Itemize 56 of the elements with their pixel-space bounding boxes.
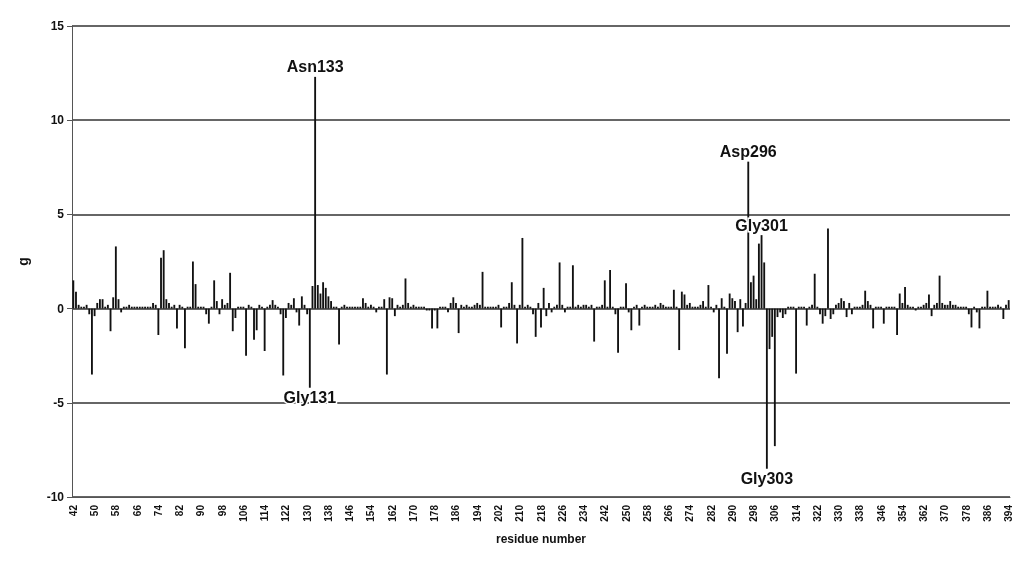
x-tick-label: 242 — [599, 504, 611, 522]
data-label: Asp296 — [719, 143, 777, 161]
x-tick-label: 130 — [301, 504, 313, 522]
y-axis-title: g — [15, 257, 31, 266]
x-tick-label: 50 — [89, 504, 101, 517]
x-tick-label: 66 — [131, 504, 143, 517]
x-tick-label: 114 — [259, 504, 271, 522]
x-tick-label: 258 — [641, 504, 653, 522]
y-tick-label: 10 — [50, 113, 65, 128]
x-tick-label: 162 — [386, 504, 398, 522]
x-tick-label: 322 — [811, 504, 823, 522]
y-tick-label: 15 — [50, 19, 65, 33]
x-tick-label: 386 — [981, 504, 993, 522]
x-tick-label: 234 — [578, 504, 590, 522]
x-tick-label: 82 — [174, 504, 186, 517]
x-tick-label: 266 — [663, 504, 675, 522]
y-tick-label: 0 — [57, 301, 65, 316]
x-tick-label: 394 — [1003, 504, 1015, 522]
x-tick-label: 74 — [152, 504, 164, 517]
x-tick-label: 210 — [514, 504, 526, 522]
x-tick-label: 362 — [918, 504, 930, 522]
x-tick-label: 298 — [748, 504, 760, 522]
x-tick-label: 122 — [280, 504, 292, 522]
x-tick-label: 186 — [450, 504, 462, 522]
x-tick-label: 154 — [365, 504, 377, 522]
x-tick-label: 90 — [195, 504, 207, 517]
x-tick-label: 282 — [705, 504, 717, 522]
x-tick-label: 370 — [939, 504, 951, 522]
data-label: Asn133 — [286, 58, 344, 76]
x-tick-label: 170 — [407, 504, 419, 522]
x-tick-label: 290 — [726, 504, 738, 522]
data-label: Gly303 — [740, 470, 794, 488]
x-tick-label: 202 — [492, 504, 504, 522]
x-tick-label: 338 — [854, 504, 866, 522]
x-tick-label: 106 — [237, 504, 249, 522]
x-tick-label: 42 — [67, 504, 79, 517]
y-tick-label: -5 — [53, 395, 65, 410]
x-axis-title: residue number — [495, 532, 587, 546]
x-tick-label: 378 — [960, 504, 972, 522]
x-tick-label: 58 — [110, 504, 122, 517]
x-tick-label: 98 — [216, 504, 228, 517]
x-tick-label: 146 — [344, 504, 356, 522]
x-tick-label: 346 — [875, 504, 887, 522]
x-tick-label: 226 — [556, 504, 568, 522]
y-tick-label: 5 — [57, 207, 65, 222]
x-tick-label: 306 — [769, 504, 781, 522]
x-tick-label: 138 — [322, 504, 334, 522]
x-tick-label: 330 — [833, 504, 845, 522]
x-tick-label: 250 — [620, 504, 632, 522]
x-tick-label: 218 — [535, 504, 547, 522]
x-tick-label: 354 — [896, 504, 908, 522]
x-tick-label: 274 — [684, 504, 696, 522]
y-tick-label: -10 — [46, 490, 65, 504]
x-tick-label: 314 — [790, 504, 802, 522]
x-tick-label: 194 — [471, 504, 483, 522]
x-tick-label: 178 — [429, 504, 441, 522]
